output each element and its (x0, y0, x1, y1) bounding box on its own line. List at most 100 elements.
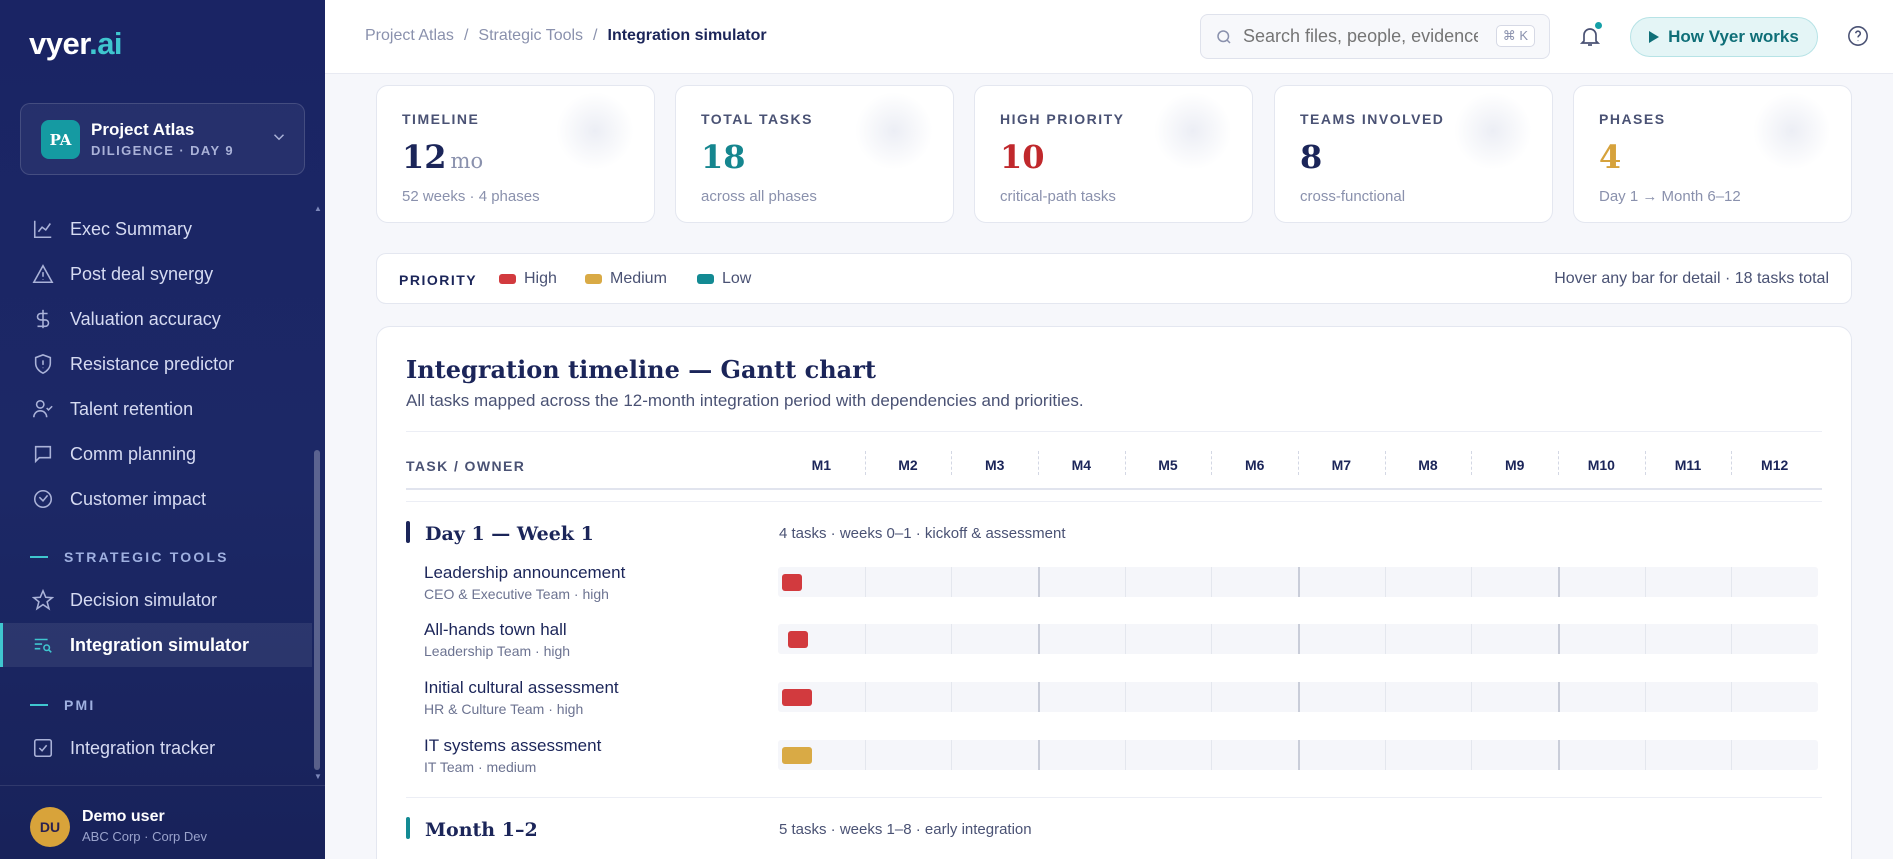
track-gridline (1558, 567, 1560, 597)
track-gridline (1124, 740, 1126, 770)
gantt-description: All tasks mapped across the 12-month int… (406, 391, 1084, 410)
stat-card-total-tasks: TOTAL TASKS 18 across all phases (675, 85, 954, 223)
phase-meta: 4 tasks · weeks 0–1 · kickoff & assessme… (779, 525, 1066, 542)
track-gridline (1211, 740, 1213, 770)
month-header-m8: M8 (1418, 457, 1438, 473)
month-header-m10: M10 (1587, 457, 1615, 473)
scroll-up-arrow[interactable]: ▲ (314, 204, 322, 213)
sidebar-item-decision-simulator[interactable]: Decision simulator (0, 578, 312, 622)
track-gridline (951, 567, 953, 597)
task-track (778, 740, 1818, 770)
track-gridline (1644, 624, 1646, 654)
task-owner: CEO & Executive Team · high (424, 586, 609, 602)
gauge-icon (33, 489, 53, 509)
breadcrumb-item-project[interactable]: Project Atlas (365, 27, 454, 44)
track-gridline (1384, 682, 1386, 712)
task-name[interactable]: All-hands town hall (424, 620, 567, 639)
gantt-card: Integration timeline — Gantt chart All t… (376, 326, 1852, 859)
sidebar-item-integration-tracker[interactable]: Integration tracker (0, 726, 312, 770)
task-track (778, 682, 1818, 712)
breadcrumb-separator: / (593, 27, 598, 44)
message-icon (34, 445, 52, 464)
gantt-bar-high[interactable] (782, 689, 812, 706)
help-icon[interactable] (1847, 25, 1869, 47)
project-name: Project Atlas (91, 120, 195, 139)
track-gridline (1558, 624, 1560, 654)
breadcrumb-current: Integration simulator (607, 27, 767, 44)
scroll-down-arrow[interactable]: ▼ (314, 772, 322, 781)
track-gridline (864, 624, 866, 654)
legend-item-medium: Medium (585, 270, 667, 288)
sidebar-item-exec-summary[interactable]: Exec Summary (0, 207, 312, 251)
month-header-m4: M4 (1071, 457, 1092, 473)
track-gridline (1124, 624, 1126, 654)
gantt-bar-high[interactable] (782, 574, 802, 591)
sidebar-item-talent-retention[interactable]: Talent retention (0, 387, 312, 431)
track-gridline (1471, 624, 1473, 654)
search-input[interactable] (1243, 26, 1478, 47)
project-switcher[interactable]: PA Project Atlas DILIGENCE · DAY 9 (20, 103, 305, 175)
month-separator (1731, 451, 1733, 475)
section-pmi: PMI (30, 697, 96, 713)
track-gridline (1384, 567, 1386, 597)
month-header-m11: M11 (1674, 457, 1702, 473)
checkbox-icon (33, 738, 53, 758)
task-name[interactable]: Leadership announcement (424, 563, 626, 582)
track-gridline (1211, 567, 1213, 597)
sidebar-scrollbar[interactable] (314, 450, 320, 770)
breadcrumb-separator: / (463, 27, 469, 44)
track-gridline (864, 682, 866, 712)
gantt-bar-medium[interactable] (782, 747, 812, 764)
track-gridline (951, 624, 953, 654)
breadcrumb: Project Atlas / Strategic Tools / Integr… (365, 27, 767, 45)
phase-marker (406, 521, 410, 543)
task-name[interactable]: IT systems assessment (424, 736, 602, 755)
stat-value: 12 mo (402, 138, 484, 176)
sidebar-item-resistance-predictor[interactable]: Resistance predictor (0, 342, 312, 386)
search-icon (1217, 29, 1231, 44)
notification-dot (1595, 22, 1602, 29)
user-check-icon (33, 399, 53, 418)
sidebar-item-integration-simulator[interactable]: Integration simulator (0, 623, 312, 667)
track-gridline (1038, 682, 1040, 712)
month-header-m12: M12 (1761, 457, 1789, 473)
sidebar-item-valuation-accuracy[interactable]: Valuation accuracy (0, 297, 312, 341)
month-separator (951, 451, 953, 475)
track-gridline (1124, 567, 1126, 597)
task-name[interactable]: Initial cultural assessment (424, 678, 619, 697)
month-header-m5: M5 (1158, 457, 1178, 473)
breadcrumb-item-strategic-tools[interactable]: Strategic Tools (478, 27, 584, 44)
user-name: Demo user (82, 808, 165, 825)
sidebar-item-post-deal-synergy[interactable]: Post deal synergy (0, 252, 312, 296)
stat-card-phases: PHASES 4 Day 1 → Month 6–12 (1573, 85, 1852, 223)
search-box[interactable]: ⌘ K (1200, 14, 1550, 59)
chart-line-icon (33, 220, 52, 239)
app-logo[interactable]: vyer.ai (29, 26, 123, 61)
month-separator (1038, 451, 1039, 475)
shield-icon (34, 354, 52, 375)
bell-icon[interactable] (1578, 24, 1602, 48)
track-gridline (1471, 740, 1473, 770)
month-header-m7: M7 (1331, 457, 1352, 473)
track-gridline (864, 740, 866, 770)
sidebar-item-customer-impact[interactable]: Customer impact (0, 477, 312, 521)
track-gridline (1298, 624, 1300, 654)
stat-card-high-priority: HIGH PRIORITY 10 critical-path tasks (974, 85, 1253, 223)
month-separator (1384, 451, 1386, 475)
project-badge: PA (41, 120, 80, 159)
track-gridline (1731, 567, 1733, 597)
sidebar-item-comm-planning[interactable]: Comm planning (0, 432, 312, 476)
priority-legend: PRIORITY High Medium Low Hover any bar f… (376, 253, 1852, 304)
phase-meta: 5 tasks · weeks 1–8 · early integration (779, 821, 1032, 838)
month-separator (1644, 451, 1646, 475)
project-subtitle: DILIGENCE · DAY 9 (91, 143, 234, 158)
stat-value: 8 (1300, 138, 1323, 176)
track-gridline (1298, 682, 1300, 712)
how-vyer-works-button[interactable]: How Vyer works (1630, 17, 1818, 57)
task-owner: HR & Culture Team · high (424, 701, 584, 717)
user-profile[interactable]: DU Demo user ABC Corp · Corp Dev (0, 785, 325, 859)
gantt-bar-high[interactable] (788, 631, 808, 648)
month-header-m2: M2 (898, 457, 918, 473)
month-separator (864, 451, 866, 475)
stat-card-teams-involved: TEAMS INVOLVED 8 cross-functional (1274, 85, 1553, 223)
